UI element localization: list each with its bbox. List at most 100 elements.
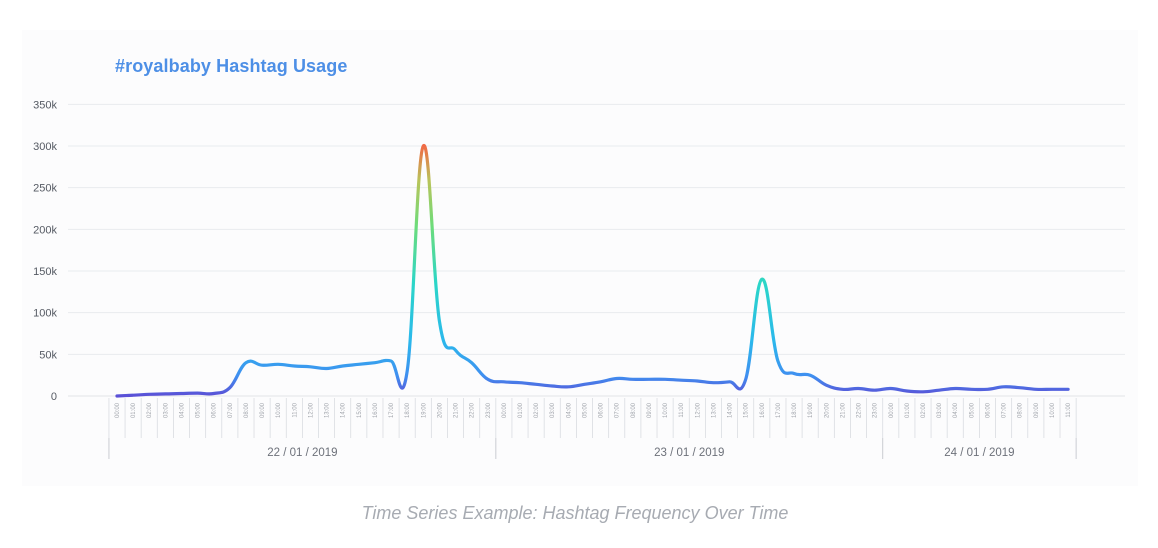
data-point — [149, 394, 150, 395]
y-tick-label: 200k — [33, 224, 57, 236]
x-tick-label: 00:00 — [889, 402, 895, 418]
y-tick-label: 100k — [33, 308, 57, 320]
x-tick-label: 17:00 — [776, 402, 782, 418]
x-tick-label: 19:00 — [808, 402, 814, 418]
data-point — [261, 365, 262, 366]
data-point — [939, 390, 940, 391]
x-tick-label: 22:00 — [857, 402, 863, 418]
data-point — [310, 366, 311, 367]
x-tick-label: 08:00 — [1018, 402, 1024, 418]
x-tick-label: 10:00 — [663, 402, 669, 418]
x-tick-label: 14:00 — [341, 402, 347, 418]
x-tick-label: 11:00 — [1066, 402, 1072, 417]
data-point — [826, 385, 827, 386]
x-tick-label: 13:00 — [325, 402, 331, 418]
x-tick-label: 05:00 — [582, 402, 588, 418]
data-point — [487, 379, 488, 380]
x-tick-label: 15:00 — [744, 402, 750, 418]
data-point — [987, 389, 988, 390]
data-point — [761, 279, 762, 280]
x-tick-label: 13:00 — [711, 402, 717, 418]
data-point — [116, 395, 117, 396]
y-tick-label: 0 — [51, 391, 57, 403]
data-point — [503, 381, 504, 382]
data-point — [1051, 389, 1052, 390]
data-point — [165, 393, 166, 394]
x-tick-label: 09:00 — [647, 402, 653, 418]
x-tick-label: 04:00 — [566, 402, 572, 418]
y-tick-label: 300k — [33, 141, 57, 153]
data-point — [439, 320, 440, 321]
data-point — [616, 378, 617, 379]
data-point — [600, 381, 601, 382]
data-point — [133, 395, 134, 396]
x-tick-label: 23:00 — [873, 402, 879, 418]
data-point — [745, 379, 746, 380]
x-tick-label: 01:00 — [518, 402, 524, 418]
date-group-label: 24 / 01 / 2019 — [944, 447, 1014, 459]
data-point — [390, 360, 391, 361]
x-tick-label: 08:00 — [244, 402, 250, 418]
data-point — [681, 380, 682, 381]
data-point — [697, 380, 698, 381]
x-tick-label: 12:00 — [308, 402, 314, 418]
data-point — [342, 365, 343, 366]
data-point — [245, 362, 246, 363]
data-point — [407, 370, 408, 371]
data-point — [552, 385, 553, 386]
data-point — [519, 382, 520, 383]
data-point — [358, 364, 359, 365]
x-tick-label: 16:00 — [760, 402, 766, 418]
data-point — [632, 379, 633, 380]
chart-title: #royalbaby Hashtag Usage — [115, 56, 348, 76]
data-point — [1003, 386, 1004, 387]
x-tick-label: 05:00 — [196, 402, 202, 418]
x-tick-label: 21:00 — [840, 402, 846, 418]
x-tick-label: 02:00 — [921, 402, 927, 418]
x-tick-label: 14:00 — [728, 402, 734, 418]
data-point — [536, 384, 537, 385]
data-point — [1067, 389, 1068, 390]
data-point — [294, 365, 295, 366]
y-tick-label: 350k — [33, 99, 57, 111]
x-tick-label: 04:00 — [953, 402, 959, 418]
x-tick-label: 20:00 — [437, 402, 443, 418]
series-line — [115, 144, 1070, 398]
data-point — [568, 386, 569, 387]
data-point — [278, 364, 279, 365]
date-group-label: 22 / 01 / 2019 — [267, 447, 337, 459]
data-point — [713, 382, 714, 383]
x-tick-label: 02:00 — [147, 402, 153, 418]
data-point — [584, 384, 585, 385]
x-tick-label: 09:00 — [1034, 402, 1040, 418]
x-tick-label: 06:00 — [599, 402, 605, 418]
x-tick-label: 21:00 — [454, 402, 460, 418]
data-point — [229, 387, 230, 388]
data-point — [471, 362, 472, 363]
data-point — [1019, 387, 1020, 388]
data-point — [810, 375, 811, 376]
x-tick-label: 08:00 — [631, 402, 637, 418]
x-tick-label: 12:00 — [695, 402, 701, 418]
x-tick-label: 01:00 — [905, 402, 911, 418]
x-tick-label: 17:00 — [389, 402, 395, 418]
data-point — [842, 389, 843, 390]
data-point — [648, 379, 649, 380]
x-tick-label: 11:00 — [292, 402, 298, 417]
data-point — [729, 381, 730, 382]
x-tick-label: 00:00 — [502, 402, 508, 418]
data-point — [664, 379, 665, 380]
data-point — [906, 390, 907, 391]
x-tick-label: 22:00 — [470, 402, 476, 418]
x-tick-label: 18:00 — [792, 402, 798, 418]
data-point — [197, 392, 198, 393]
x-tick-label: 03:00 — [550, 402, 556, 418]
data-point — [890, 388, 891, 389]
x-tick-label: 03:00 — [163, 402, 169, 418]
y-tick-label: 150k — [33, 266, 57, 278]
x-tick-label: 00:00 — [115, 402, 121, 418]
data-point — [181, 393, 182, 394]
data-point — [374, 362, 375, 363]
x-tick-label: 09:00 — [260, 402, 266, 418]
x-tick-label: 23:00 — [486, 402, 492, 418]
